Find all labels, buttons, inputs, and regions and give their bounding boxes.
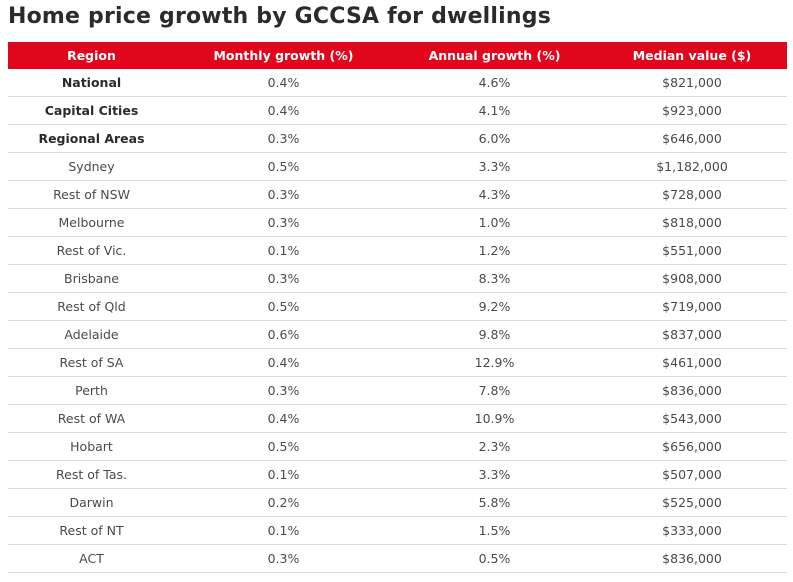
median-value-cell: $333,000 — [597, 516, 787, 545]
median-value-cell: $728,000 — [597, 180, 787, 209]
table-row: Rest of Tas. 0.1% 3.3% $507,000 — [8, 460, 787, 489]
monthly-growth-cell: 0.4% — [175, 348, 392, 377]
median-value-cell: $821,000 — [597, 69, 787, 97]
monthly-growth-cell: 0.5% — [175, 152, 392, 181]
median-value-cell: $1,182,000 — [597, 152, 787, 181]
annual-growth-cell: 7.8% — [392, 376, 597, 405]
annual-growth-cell: 4.1% — [392, 96, 597, 125]
region-cell: Capital Cities — [8, 96, 175, 125]
column-header-monthly-growth: Monthly growth (%) — [175, 42, 392, 69]
median-value-cell: $646,000 — [597, 124, 787, 153]
monthly-growth-cell: 0.2% — [175, 488, 392, 517]
region-cell: Rest of NSW — [8, 180, 175, 209]
table-row: Perth 0.3% 7.8% $836,000 — [8, 376, 787, 405]
region-cell: Rest of WA — [8, 404, 175, 433]
annual-growth-cell: 4.3% — [392, 180, 597, 209]
monthly-growth-cell: 0.1% — [175, 236, 392, 265]
monthly-growth-cell: 0.3% — [175, 124, 392, 153]
table-row: Rest of WA 0.4% 10.9% $543,000 — [8, 404, 787, 433]
annual-growth-cell: 4.6% — [392, 69, 597, 97]
table-header: Region Monthly growth (%) Annual growth … — [8, 42, 787, 69]
table-row: Brisbane 0.3% 8.3% $908,000 — [8, 264, 787, 293]
median-value-cell: $656,000 — [597, 432, 787, 461]
annual-growth-cell: 3.3% — [392, 460, 597, 489]
monthly-growth-cell: 0.4% — [175, 404, 392, 433]
table-row: Rest of Vic. 0.1% 1.2% $551,000 — [8, 236, 787, 265]
monthly-growth-cell: 0.5% — [175, 292, 392, 321]
annual-growth-cell: 1.5% — [392, 516, 597, 545]
annual-growth-cell: 9.8% — [392, 320, 597, 349]
table-row: Rest of NT 0.1% 1.5% $333,000 — [8, 516, 787, 545]
table-row: Hobart 0.5% 2.3% $656,000 — [8, 432, 787, 461]
region-cell: Melbourne — [8, 208, 175, 237]
table-row: Rest of SA 0.4% 12.9% $461,000 — [8, 348, 787, 377]
table-row: ACT 0.3% 0.5% $836,000 — [8, 544, 787, 573]
region-cell: Sydney — [8, 152, 175, 181]
monthly-growth-cell: 0.1% — [175, 460, 392, 489]
monthly-growth-cell: 0.5% — [175, 432, 392, 461]
region-cell: Regional Areas — [8, 124, 175, 153]
table-row: Melbourne 0.3% 1.0% $818,000 — [8, 208, 787, 237]
monthly-growth-cell: 0.3% — [175, 264, 392, 293]
home-price-growth-table: Region Monthly growth (%) Annual growth … — [8, 42, 787, 573]
table-row: Darwin 0.2% 5.8% $525,000 — [8, 488, 787, 517]
monthly-growth-cell: 0.6% — [175, 320, 392, 349]
annual-growth-cell: 8.3% — [392, 264, 597, 293]
median-value-cell: $461,000 — [597, 348, 787, 377]
region-cell: Adelaide — [8, 320, 175, 349]
region-cell: Rest of Vic. — [8, 236, 175, 265]
region-cell: National — [8, 69, 175, 97]
annual-growth-cell: 1.2% — [392, 236, 597, 265]
monthly-growth-cell: 0.3% — [175, 208, 392, 237]
table-row: Adelaide 0.6% 9.8% $837,000 — [8, 320, 787, 349]
table-row: Sydney 0.5% 3.3% $1,182,000 — [8, 152, 787, 181]
annual-growth-cell: 12.9% — [392, 348, 597, 377]
region-cell: Hobart — [8, 432, 175, 461]
annual-growth-cell: 1.0% — [392, 208, 597, 237]
monthly-growth-cell: 0.4% — [175, 69, 392, 97]
annual-growth-cell: 0.5% — [392, 544, 597, 573]
table-row: Capital Cities 0.4% 4.1% $923,000 — [8, 96, 787, 125]
region-cell: Perth — [8, 376, 175, 405]
annual-growth-cell: 3.3% — [392, 152, 597, 181]
page-title: Home price growth by GCCSA for dwellings — [8, 4, 552, 29]
median-value-cell: $836,000 — [597, 544, 787, 573]
table-row: Rest of Qld 0.5% 9.2% $719,000 — [8, 292, 787, 321]
table-body: National 0.4% 4.6% $821,000 Capital Cities 0.… — [8, 69, 787, 573]
column-header-region: Region — [8, 42, 175, 69]
monthly-growth-cell: 0.4% — [175, 96, 392, 125]
region-cell: ACT — [8, 544, 175, 573]
annual-growth-cell: 10.9% — [392, 404, 597, 433]
median-value-cell: $923,000 — [597, 96, 787, 125]
annual-growth-cell: 5.8% — [392, 488, 597, 517]
region-cell: Rest of Tas. — [8, 460, 175, 489]
monthly-growth-cell: 0.1% — [175, 516, 392, 545]
region-cell: Rest of Qld — [8, 292, 175, 321]
region-cell: Darwin — [8, 488, 175, 517]
header-row: Region Monthly growth (%) Annual growth … — [8, 42, 787, 69]
table-row: Rest of NSW 0.3% 4.3% $728,000 — [8, 180, 787, 209]
annual-growth-cell: 9.2% — [392, 292, 597, 321]
region-cell: Brisbane — [8, 264, 175, 293]
median-value-cell: $719,000 — [597, 292, 787, 321]
monthly-growth-cell: 0.3% — [175, 376, 392, 405]
annual-growth-cell: 6.0% — [392, 124, 597, 153]
median-value-cell: $836,000 — [597, 376, 787, 405]
median-value-cell: $818,000 — [597, 208, 787, 237]
median-value-cell: $543,000 — [597, 404, 787, 433]
median-value-cell: $507,000 — [597, 460, 787, 489]
region-cell: Rest of NT — [8, 516, 175, 545]
median-value-cell: $837,000 — [597, 320, 787, 349]
monthly-growth-cell: 0.3% — [175, 544, 392, 573]
column-header-median-value: Median value ($) — [597, 42, 787, 69]
median-value-cell: $551,000 — [597, 236, 787, 265]
table-row: Regional Areas 0.3% 6.0% $646,000 — [8, 124, 787, 153]
column-header-annual-growth: Annual growth (%) — [392, 42, 597, 69]
region-cell: Rest of SA — [8, 348, 175, 377]
median-value-cell: $908,000 — [597, 264, 787, 293]
annual-growth-cell: 2.3% — [392, 432, 597, 461]
median-value-cell: $525,000 — [597, 488, 787, 517]
table-row: National 0.4% 4.6% $821,000 — [8, 69, 787, 97]
monthly-growth-cell: 0.3% — [175, 180, 392, 209]
